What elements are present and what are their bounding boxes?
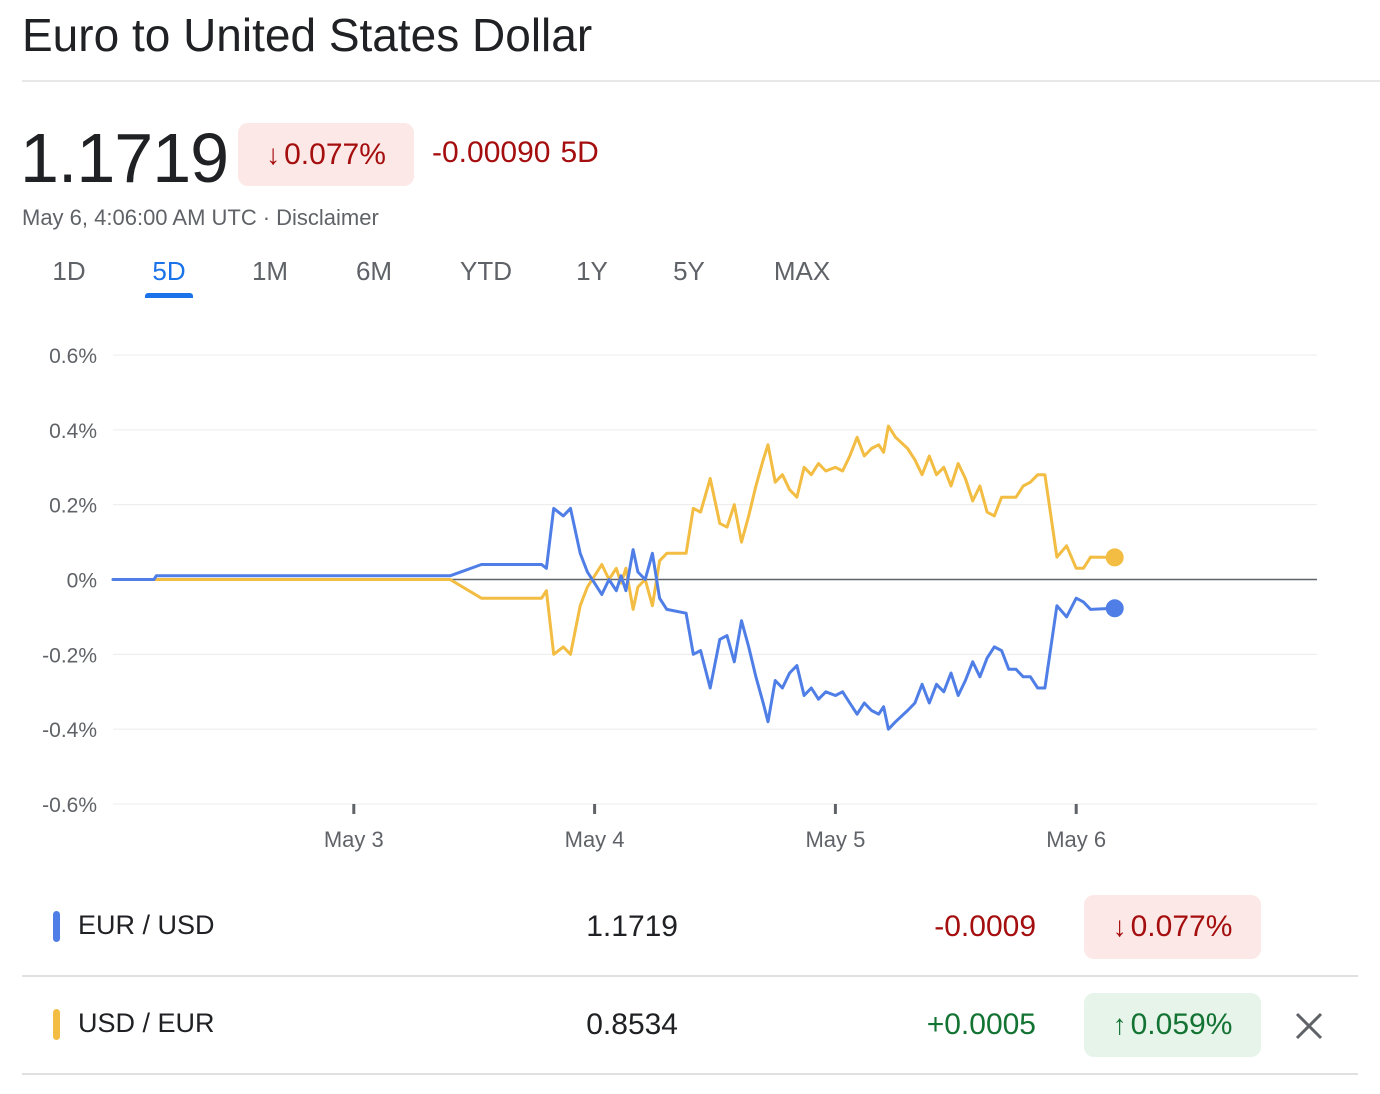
- legend-bottom-divider: [22, 1073, 1358, 1075]
- timestamp: May 6, 4:06:00 AM UTC: [22, 205, 257, 230]
- abs-change: -0.00090 5D: [432, 136, 599, 170]
- delta-value: +0.0005: [926, 1008, 1036, 1041]
- close-icon[interactable]: [1292, 1009, 1326, 1043]
- y-tick-label: -0.2%: [42, 644, 97, 667]
- header-divider: [22, 80, 1380, 82]
- x-tick-label: May 4: [565, 827, 625, 852]
- y-tick-label: 0%: [67, 570, 97, 593]
- disclaimer-link[interactable]: Disclaimer: [276, 205, 379, 230]
- series-color-swatch: [53, 1009, 60, 1040]
- tab-6m[interactable]: 6M: [355, 256, 393, 286]
- pct-value: 0.077%: [1130, 910, 1233, 943]
- pct-badge: ↑ 0.059%: [1084, 993, 1261, 1057]
- x-tick-label: May 6: [1046, 827, 1106, 852]
- pct-change-badge: ↓ 0.077%: [238, 123, 414, 186]
- current-price: 1.1719: [20, 119, 229, 197]
- arrow-down-icon: ↓: [1112, 911, 1127, 942]
- x-tick-label: May 3: [324, 827, 384, 852]
- x-tick-label: May 5: [805, 827, 865, 852]
- series-end-point-eur-usd: [1105, 599, 1124, 618]
- pair-label: USD / EUR: [78, 1008, 215, 1038]
- y-tick-label: 0.6%: [49, 345, 97, 368]
- rate-value: 1.1719: [586, 910, 678, 943]
- arrow-down-icon: ↓: [266, 138, 281, 170]
- pct-badge: ↓ 0.077%: [1084, 895, 1261, 959]
- series-line-eur-usd: [111, 506, 1117, 731]
- tab-max[interactable]: MAX: [773, 256, 831, 286]
- arrow-up-icon: ↑: [1112, 1009, 1127, 1040]
- tab-1d[interactable]: 1D: [52, 256, 86, 286]
- delta-value: -0.0009: [934, 910, 1036, 943]
- rate-value: 0.8534: [586, 1008, 678, 1041]
- tab-ytd[interactable]: YTD: [460, 256, 512, 286]
- series-line-usd-eur: [111, 424, 1117, 656]
- tab-1m[interactable]: 1M: [251, 256, 289, 286]
- tab-5y[interactable]: 5Y: [673, 256, 705, 286]
- legend-row-usd-eur[interactable]: USD / EUR 0.8534 +0.0005 ↑ 0.059%: [22, 976, 1358, 1072]
- range-tabs: 1D 5D 1M 6M YTD 1Y 5Y MAX: [0, 256, 900, 300]
- separator: ·: [262, 205, 271, 230]
- active-tab-indicator: [145, 293, 193, 298]
- tab-1y[interactable]: 1Y: [576, 256, 608, 286]
- legend-row-eur-usd[interactable]: EUR / USD 1.1719 -0.0009 ↓ 0.077%: [22, 878, 1358, 974]
- abs-change-value: -0.00090: [432, 136, 551, 169]
- y-tick-label: 0.2%: [49, 495, 97, 518]
- series-end-point-usd-eur: [1105, 548, 1124, 567]
- series-color-swatch: [53, 911, 60, 942]
- tab-5d[interactable]: 5D: [152, 256, 186, 286]
- comparison-chart[interactable]: 0.6% 0.4% 0.2% 0% -0.2% -0.4% -0.6% May 3 May 4 M…: [0, 330, 1380, 870]
- y-tick-label: -0.4%: [42, 719, 97, 742]
- pct-value: 0.059%: [1130, 1008, 1233, 1041]
- timestamp-line: May 6, 4:06:00 AM UTC · Disclaimer: [22, 205, 379, 231]
- pair-label: EUR / USD: [78, 910, 215, 940]
- page-title: Euro to United States Dollar: [22, 9, 593, 61]
- y-tick-label: 0.4%: [49, 420, 97, 443]
- row-divider: [22, 975, 1358, 977]
- change-period: 5D: [560, 136, 599, 169]
- pct-change-value: 0.077%: [284, 137, 386, 171]
- y-tick-label: -0.6%: [42, 794, 97, 817]
